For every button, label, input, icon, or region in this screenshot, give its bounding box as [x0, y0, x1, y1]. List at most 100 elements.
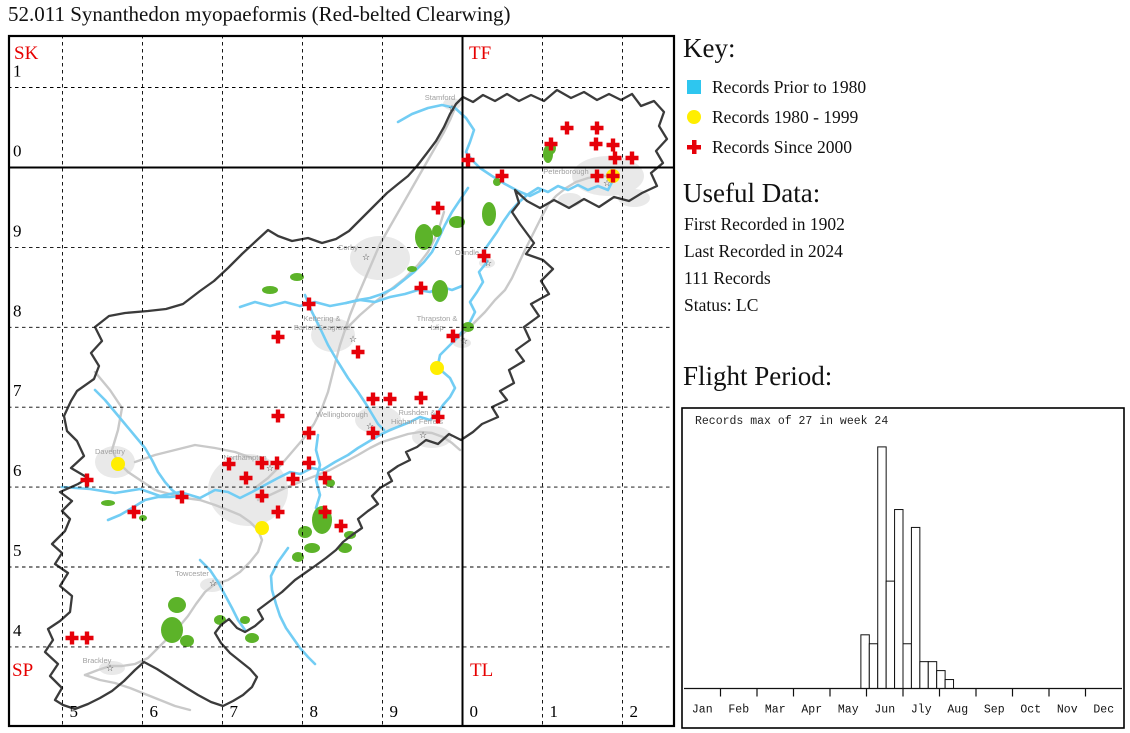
river-line [106, 494, 182, 522]
easting-label: 7 [230, 702, 239, 721]
easting-label: 6 [150, 702, 159, 721]
legend-square-icon [687, 80, 701, 94]
easting-label: 8 [310, 702, 319, 721]
record-marker-since2000 [560, 121, 574, 135]
record-marker-since2000 [271, 409, 285, 423]
map-border [7, 34, 676, 728]
record-marker-since2000 [255, 456, 269, 470]
flight-bar [910, 526, 921, 690]
town-star-icon: ☆ [349, 335, 357, 345]
record-marker-since2000 [127, 505, 141, 519]
month-label: Oct [1020, 704, 1041, 717]
woodland-patch [292, 552, 304, 562]
record-marker-since2000 [334, 519, 348, 533]
woodland-patch [432, 225, 442, 237]
town-star-icon: ☆ [419, 431, 427, 441]
record-marker-since2000 [414, 391, 428, 405]
town-star-icon: ☆ [209, 579, 217, 589]
record-marker-since2000 [625, 151, 639, 165]
record-marker-since2000 [606, 138, 620, 152]
month-label: Mar [765, 704, 786, 717]
month-label: Sep [984, 704, 1005, 717]
northing-label: 0 [13, 142, 22, 161]
northing-label: 4 [13, 621, 22, 640]
woodland-patch [462, 322, 474, 332]
place-label: Towcester [175, 569, 209, 578]
record-marker-since2000 [270, 456, 284, 470]
river-line [303, 293, 386, 432]
record-marker-since2000 [302, 456, 316, 470]
record-marker-since2000 [302, 426, 316, 440]
woodland-patch [304, 543, 320, 553]
place-label: Corby [338, 243, 358, 252]
grid-square-label: TF [469, 43, 491, 64]
place-label: Rushden & [398, 408, 435, 417]
grid-square-label: SP [12, 660, 33, 681]
urban-area [208, 454, 288, 526]
urban-area [99, 661, 125, 675]
town-star-icon: ☆ [448, 104, 456, 114]
easting-label: 2 [630, 702, 639, 721]
woodland-patch [415, 224, 433, 250]
road-line [453, 174, 614, 342]
month-label: May [838, 704, 859, 717]
urban-area [355, 406, 401, 434]
record-marker-since2000 [175, 490, 189, 504]
woodland-patch [482, 202, 496, 226]
record-marker-since2000 [351, 345, 365, 359]
woodland-patch [325, 479, 335, 487]
easting-label: 0 [470, 702, 479, 721]
woodland-patch [245, 633, 259, 643]
town-star-icon: ☆ [266, 464, 274, 474]
useful-data-line: Status: LC [684, 295, 759, 315]
woodland-patch [290, 273, 304, 281]
useful-data-line: Last Recorded in 2024 [684, 241, 843, 261]
month-label: Jan [692, 704, 713, 717]
town-star-icon: ☆ [484, 259, 492, 269]
river-line [238, 186, 470, 309]
town-star-icon: ☆ [106, 664, 114, 674]
legend-item: Records Since 2000 [687, 132, 866, 162]
place-label: Barton Seagrave [294, 323, 350, 332]
key-heading: Key: [683, 33, 736, 63]
road-line [83, 370, 264, 677]
legend-plus-icon [687, 140, 701, 154]
grid-square-label: TL [470, 660, 493, 681]
record-marker-since2000 [431, 410, 445, 424]
river-line [93, 388, 182, 498]
woodland-patch [168, 597, 186, 613]
record-marker-since2000 [80, 631, 94, 645]
useful-data-line: First Recorded in 1902 [684, 214, 845, 234]
woodland-patch [240, 616, 250, 624]
record-marker-since2000 [222, 457, 236, 471]
record-marker-since2000 [446, 329, 460, 343]
easting-label: 5 [70, 702, 79, 721]
town-star-icon: ☆ [362, 253, 370, 263]
woodland-patch [298, 526, 312, 538]
place-label: Oundle [455, 248, 479, 257]
river-line [396, 103, 542, 198]
woodland-patch [338, 543, 352, 553]
map-legend: Records Prior to 1980 Records 1980 - 1999… [687, 72, 866, 162]
record-marker-since2000 [65, 631, 79, 645]
place-label: Kettering & [303, 314, 340, 323]
legend-label: Records Since 2000 [712, 136, 852, 157]
place-label: Wellingborough [316, 410, 368, 419]
flight-bar [885, 580, 896, 689]
flight-period-heading: Flight Period: [683, 361, 833, 391]
flight-bar [902, 643, 912, 690]
woodland-patch [449, 216, 465, 228]
woodland-patch [432, 280, 448, 302]
record-marker-since2000 [414, 281, 428, 295]
legend-label: Records Prior to 1980 [712, 76, 867, 97]
record-marker-since2000 [80, 473, 94, 487]
record-marker-since2000 [318, 471, 332, 485]
record-marker-since2000 [366, 426, 380, 440]
northing-label: 9 [13, 221, 22, 240]
town-star-icon: ☆ [366, 422, 374, 432]
month-label: Aug [947, 704, 968, 717]
easting-label: 9 [390, 702, 399, 721]
month-label: Feb [728, 704, 749, 717]
